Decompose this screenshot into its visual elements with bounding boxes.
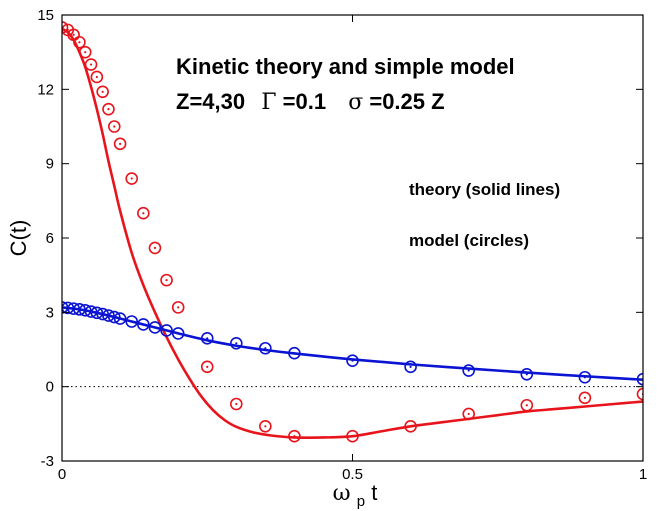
red-model-point — [107, 120, 121, 133]
blue-model-point — [462, 364, 476, 377]
y-tick-label: 3 — [46, 304, 54, 321]
red-model-point — [200, 360, 214, 374]
red-model-point — [73, 35, 86, 49]
x-axis-subscript: p — [357, 493, 365, 510]
red-model-point — [578, 391, 592, 405]
blue-model-point — [137, 318, 150, 331]
blue-model-point — [288, 346, 301, 360]
red-model-point — [259, 420, 272, 433]
red-model-point — [125, 172, 139, 185]
y-tick-label: 9 — [46, 156, 54, 173]
red-model-point — [148, 241, 162, 255]
red-model-point — [520, 398, 534, 412]
blue-model-point — [148, 321, 162, 334]
title-gamma-symbol: Γ — [261, 90, 276, 115]
blue-model-point — [125, 315, 139, 328]
red-model-point — [78, 45, 92, 59]
y-tick-label: 0 — [46, 379, 54, 396]
x-tick-label: 1 — [639, 466, 647, 483]
chart-title-line1: Kinetic theory and simple model — [176, 54, 515, 79]
red-model-point — [90, 70, 104, 84]
y-tick-label: 12 — [37, 81, 54, 98]
red-model-point — [113, 137, 127, 151]
red-model-point — [102, 102, 115, 116]
blue-model-point — [113, 312, 127, 325]
blue-model-point — [230, 337, 243, 350]
chart-title-line2: Z=4,30 Γ =0.1 σ =0.25 Z — [176, 89, 445, 115]
red-model-point — [171, 301, 185, 314]
x-axis-tail: t — [371, 480, 377, 505]
title-sigma-value: =0.25 Z — [369, 89, 444, 114]
red-model-point — [462, 407, 476, 421]
blue-model-point — [578, 370, 592, 384]
blue-model-point — [171, 327, 185, 340]
x-axis-omega: ω — [333, 481, 351, 506]
x-tick-label: 0 — [58, 466, 66, 483]
annotation-model: model (circles) — [409, 231, 529, 250]
blue-model-point — [160, 324, 173, 337]
red-model-point — [84, 58, 98, 71]
title-sigma-symbol: σ — [348, 90, 363, 115]
red-model-point — [137, 206, 150, 220]
red-model-point — [96, 85, 109, 99]
y-axis-title: C(t) — [6, 220, 31, 257]
x-axis-title: ω p t — [333, 480, 378, 511]
y-tick-label: 6 — [46, 230, 54, 247]
x-tick-label: 0.5 — [342, 466, 363, 483]
red-model-point — [288, 429, 301, 443]
red-model-point — [346, 429, 359, 443]
red-model-point — [160, 273, 173, 287]
title-z-part: Z=4,30 — [176, 89, 245, 114]
blue-model-point — [346, 354, 359, 367]
y-tick-label: 15 — [37, 7, 54, 24]
blue-model-point — [200, 332, 214, 345]
y-tick-label: -3 — [41, 453, 54, 470]
title-gamma-value: =0.1 — [283, 89, 326, 114]
blue-model-point — [259, 341, 272, 355]
annotation-theory: theory (solid lines) — [409, 180, 560, 199]
red-model-point — [230, 397, 243, 411]
red-model-point — [404, 420, 417, 433]
blue-model-point — [404, 360, 417, 374]
blue-model-point — [520, 367, 534, 381]
